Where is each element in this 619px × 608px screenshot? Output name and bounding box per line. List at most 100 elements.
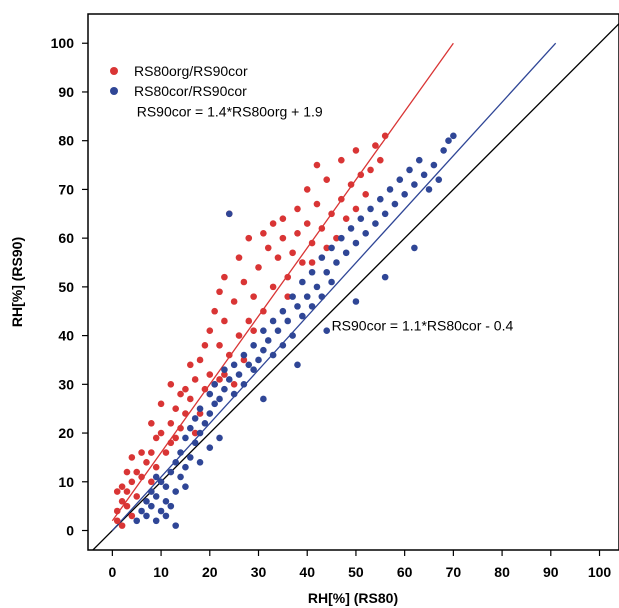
data-point-cor — [187, 424, 194, 432]
data-point-org — [152, 463, 160, 471]
data-point-org — [323, 244, 331, 252]
data-point-cor — [201, 420, 209, 427]
x-tick-label: 60 — [397, 564, 413, 580]
data-point-org — [347, 181, 355, 188]
data-point-cor — [172, 488, 179, 495]
data-point-org — [303, 186, 311, 193]
data-point-org — [123, 502, 131, 510]
data-point-cor — [216, 434, 223, 442]
data-point-org — [206, 371, 214, 378]
data-point-cor — [323, 327, 331, 335]
data-point-org — [299, 259, 306, 266]
data-point-org — [323, 176, 331, 183]
data-point-cor — [143, 512, 150, 520]
data-point-cor — [269, 317, 277, 325]
data-point-org — [269, 283, 277, 291]
data-point-org — [245, 317, 253, 325]
data-point-org — [206, 327, 214, 335]
x-tick-label: 50 — [348, 564, 364, 580]
data-point-org — [240, 356, 248, 364]
data-point-cor — [143, 497, 150, 505]
x-tick-label: 80 — [494, 564, 510, 580]
data-point-cor — [260, 327, 267, 335]
data-point-cor — [318, 293, 326, 300]
data-point-cor — [245, 361, 253, 369]
data-point-cor — [221, 366, 228, 374]
data-point-cor — [425, 186, 433, 193]
data-point-org — [118, 522, 126, 529]
data-point-cor — [445, 137, 452, 144]
data-point-org — [177, 390, 184, 398]
data-point-org — [216, 288, 223, 296]
data-point-org — [148, 420, 155, 427]
data-point-org — [148, 478, 155, 486]
data-point-cor — [411, 244, 418, 252]
legend: RS80org/RS90cor RS80cor/RS90cor — [110, 63, 248, 99]
data-point-cor — [308, 268, 316, 276]
data-point-cor — [196, 429, 204, 437]
data-point-cor — [430, 161, 438, 169]
data-point-org — [118, 483, 126, 490]
data-point-org — [187, 395, 194, 403]
data-point-org — [367, 166, 374, 174]
data-point-cor — [381, 273, 389, 281]
y-axis-title: RH[%] (RS90) — [9, 237, 25, 327]
data-point-cor — [152, 517, 160, 525]
data-point-org — [328, 210, 335, 218]
data-point-org — [381, 132, 389, 140]
data-point-cor — [318, 254, 326, 261]
data-point-org — [118, 497, 126, 505]
data-point-org — [245, 234, 253, 242]
data-point-cor — [152, 473, 160, 481]
data-point-org — [211, 307, 218, 315]
x-tick-label: 10 — [153, 564, 169, 580]
data-point-org — [138, 449, 145, 456]
data-point-org — [182, 410, 189, 417]
y-tick-label: 30 — [58, 376, 74, 392]
data-point-cor — [406, 166, 413, 174]
data-point-org — [187, 361, 194, 369]
data-point-cor — [206, 390, 214, 398]
data-point-org — [152, 434, 160, 442]
data-point-org — [167, 439, 175, 447]
data-point-cor — [299, 278, 306, 286]
x-tick-label: 90 — [543, 564, 559, 580]
legend-marker-org — [110, 67, 118, 75]
data-point-org — [279, 234, 287, 242]
data-point-org — [128, 478, 136, 486]
data-point-org — [313, 200, 321, 208]
data-point-org — [123, 468, 131, 476]
data-point-cor — [381, 210, 389, 218]
data-point-cor — [133, 517, 141, 525]
data-point-cor — [206, 410, 214, 417]
data-point-cor — [250, 342, 257, 349]
data-point-org — [123, 488, 131, 495]
data-point-org — [318, 225, 326, 232]
data-point-org — [133, 468, 141, 476]
data-point-org — [177, 424, 184, 432]
data-point-cor — [182, 434, 189, 442]
data-point-cor — [264, 337, 272, 344]
data-point-org — [113, 517, 121, 525]
data-point-cor — [328, 244, 335, 252]
x-axis-ticks: 0 10 20 30 40 50 60 70 80 90 100 — [108, 550, 611, 580]
data-point-cor — [162, 512, 170, 520]
data-point-cor — [162, 497, 170, 505]
data-point-org — [148, 449, 155, 456]
data-point-cor — [172, 522, 179, 529]
data-point-cor — [182, 463, 189, 471]
data-point-cor — [225, 376, 233, 383]
data-point-org — [196, 410, 204, 417]
data-point-cor — [308, 303, 316, 310]
data-point-org — [250, 327, 257, 335]
data-point-cor — [284, 317, 292, 325]
data-point-org — [338, 156, 345, 164]
y-tick-label: 40 — [58, 328, 74, 344]
data-point-cor — [338, 234, 345, 242]
data-point-cor — [333, 259, 340, 266]
data-point-org — [303, 220, 311, 227]
legend-marker-cor — [110, 87, 118, 95]
data-point-cor — [167, 502, 175, 510]
data-point-cor — [172, 458, 179, 466]
